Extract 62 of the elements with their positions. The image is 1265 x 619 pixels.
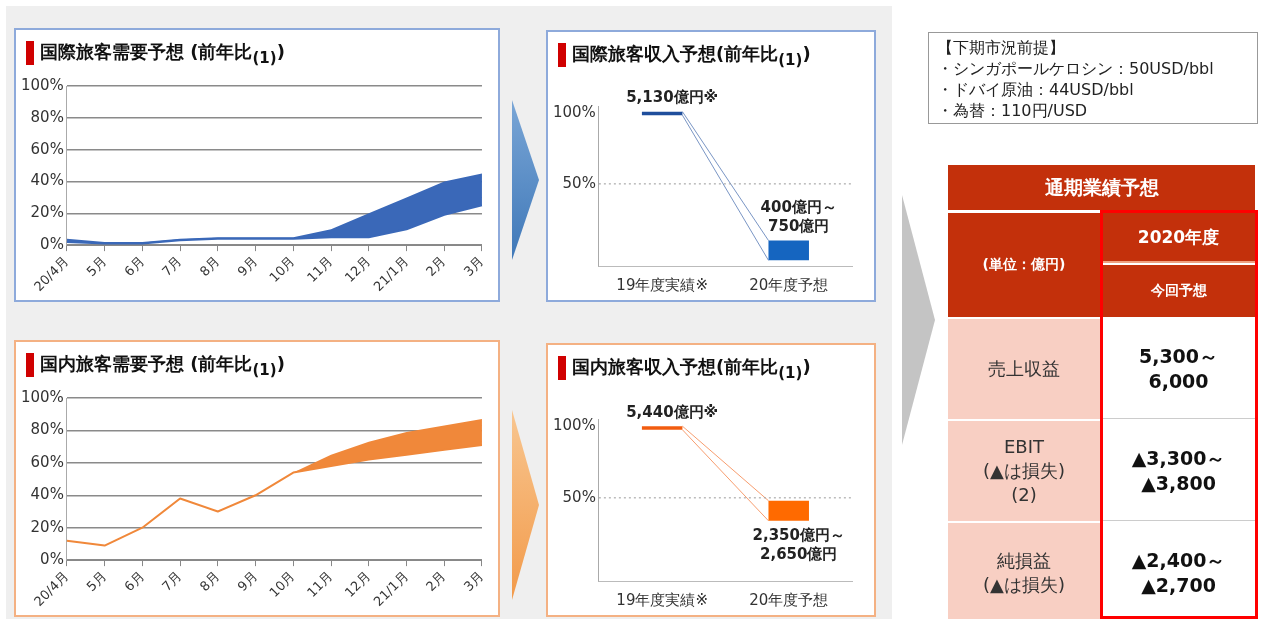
x-tick-label: 19年度実績※	[616, 590, 708, 609]
x-tick-label: 7月	[158, 253, 185, 280]
y-tick-label: 80%	[30, 107, 64, 126]
y-tick-label: 100%	[20, 387, 64, 406]
y-tick-label: 100%	[552, 102, 596, 121]
x-tick-label: 11月	[304, 568, 336, 601]
x-tick-label: 12月	[341, 253, 374, 286]
y-tick-label: 100%	[20, 75, 64, 94]
y-tick-label: 0%	[40, 550, 64, 569]
text: ▲3,300～ ▲3,800	[1131, 445, 1226, 496]
x-tick-label: 6月	[121, 568, 147, 595]
y-tick-label: 50%	[562, 173, 596, 192]
chart-title: 国際旅客需要予想 (前年比$_{(1)}$)	[40, 40, 285, 67]
y-tick-label: 80%	[30, 420, 64, 439]
x-tick-label: 12月	[341, 568, 374, 601]
x-tick-label: 5月	[83, 568, 110, 595]
x-tick-label: 9月	[234, 253, 261, 280]
x-tick-label: 6月	[121, 253, 147, 280]
x-tick-label: 8月	[196, 253, 223, 280]
text: 2020年度	[1137, 225, 1220, 249]
text: ▲2,400～ ▲2,700	[1131, 547, 1226, 598]
chart-title: 国内旅客収入予想(前年比$_{(1)}$)	[572, 355, 811, 382]
chart-title: 国内旅客需要予想 (前年比$_{(1)}$)	[40, 352, 285, 379]
x-tick-label: 7月	[158, 568, 185, 595]
text: 売上収益	[988, 357, 1060, 381]
text: 今回予想	[1150, 282, 1207, 300]
annotation: 2,350億円～ 2,650億円	[752, 526, 845, 564]
y-tick-label: 0%	[40, 235, 64, 254]
text: ・シンガポールケロシン：50USD/bbl	[937, 58, 1215, 79]
text: 5,300～ 6,000	[1138, 343, 1219, 394]
x-tick-label: 9月	[234, 568, 261, 595]
y-tick-label: 60%	[30, 452, 64, 471]
text: 純損益 (▲は損失)	[983, 549, 1065, 597]
y-tick-label: 20%	[30, 517, 64, 536]
x-tick-label: 2月	[423, 253, 449, 280]
text: 【下期市況前提】	[937, 37, 1066, 58]
text: ・為替：110円/USD	[937, 100, 1089, 121]
text: 通期業績予想	[948, 165, 1255, 210]
y-tick-label: 40%	[30, 485, 64, 504]
y-tick-label: 50%	[562, 487, 596, 506]
annotation: 5,440億円※	[626, 402, 719, 421]
text: (単位：億円)	[982, 256, 1066, 274]
annotation: 400億円～ 750億円	[760, 197, 837, 235]
x-tick-label: 19年度実績※	[616, 275, 708, 294]
y-tick-label: 100%	[552, 416, 596, 435]
y-tick-label: 20%	[30, 203, 64, 222]
x-tick-label: 3月	[460, 253, 487, 280]
x-tick-label: 20年度予想	[749, 590, 829, 609]
x-tick-label: 10月	[266, 253, 298, 286]
x-tick-label: 11月	[304, 253, 336, 286]
x-tick-label: 10月	[266, 568, 298, 601]
y-tick-label: 40%	[30, 171, 64, 190]
text: ・ドバイ原油：44USD/bbl	[937, 79, 1135, 100]
x-tick-label: 20年度予想	[749, 275, 829, 294]
x-tick-label: 5月	[83, 253, 110, 280]
x-tick-label: 3月	[460, 568, 487, 595]
annotation: 5,130億円※	[626, 88, 719, 107]
y-tick-label: 60%	[30, 139, 64, 158]
chart-title: 国際旅客収入予想(前年比$_{(1)}$)	[572, 42, 811, 69]
x-tick-label: 8月	[196, 568, 223, 595]
x-tick-label: 2月	[423, 568, 449, 595]
text: EBIT (▲は損失) (2)	[983, 435, 1065, 507]
